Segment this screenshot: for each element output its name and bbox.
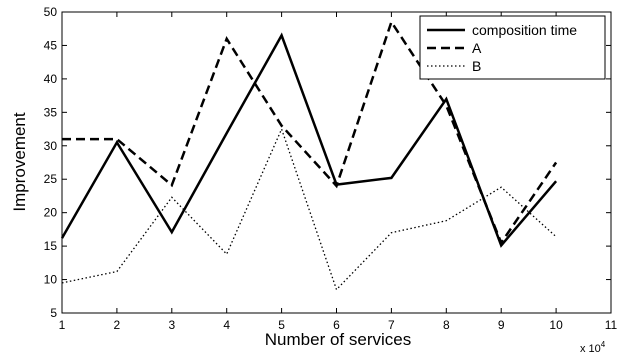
y-tick-label: 40 — [44, 72, 58, 86]
y-tick-label: 20 — [44, 206, 58, 220]
series-line-3 — [61, 127, 557, 291]
y-tick-label: 5 — [50, 306, 57, 320]
x-tick-label: 1 — [59, 318, 66, 332]
y-tick-label: 50 — [44, 5, 58, 19]
x-tick-label: 7 — [388, 318, 395, 332]
x-tick-label: 6 — [333, 318, 340, 332]
x-tick-label: 4 — [223, 318, 230, 332]
legend-box — [419, 15, 606, 80]
x-tick-label: 5 — [278, 318, 285, 332]
series-lines — [60, 19, 558, 291]
x-tick-label: 11 — [605, 318, 618, 332]
x-multiplier-base: x 10 — [580, 343, 601, 355]
x-axis-title: Number of services — [265, 330, 411, 349]
y-axis-title: Improvement — [10, 112, 29, 211]
legend-label-1: composition time — [472, 22, 577, 38]
x-tick-label: 8 — [443, 318, 450, 332]
legend-label-2: A — [472, 40, 482, 56]
y-tick-label: 45 — [44, 38, 58, 52]
series-line-2 — [62, 19, 558, 246]
x-tick-label: 10 — [549, 318, 563, 332]
legend-label-3: B — [472, 58, 481, 74]
x-tick-label: 2 — [114, 318, 121, 332]
x-multiplier-exponent: 4 — [601, 340, 606, 349]
y-tick-label: 10 — [44, 273, 58, 287]
x-tick-label: 3 — [168, 318, 175, 332]
y-tick-label: 30 — [44, 139, 58, 153]
legend: composition time AB — [419, 15, 606, 80]
y-tick-label: 35 — [44, 105, 58, 119]
x-tick-label: 9 — [498, 318, 505, 332]
x-multiplier-label: x 104 — [580, 340, 606, 355]
y-tick-label: 25 — [44, 172, 58, 186]
y-tick-label: 15 — [44, 239, 58, 253]
y-axis: 5 10 15 20 25 30 35 40 45 50 — [44, 5, 611, 320]
